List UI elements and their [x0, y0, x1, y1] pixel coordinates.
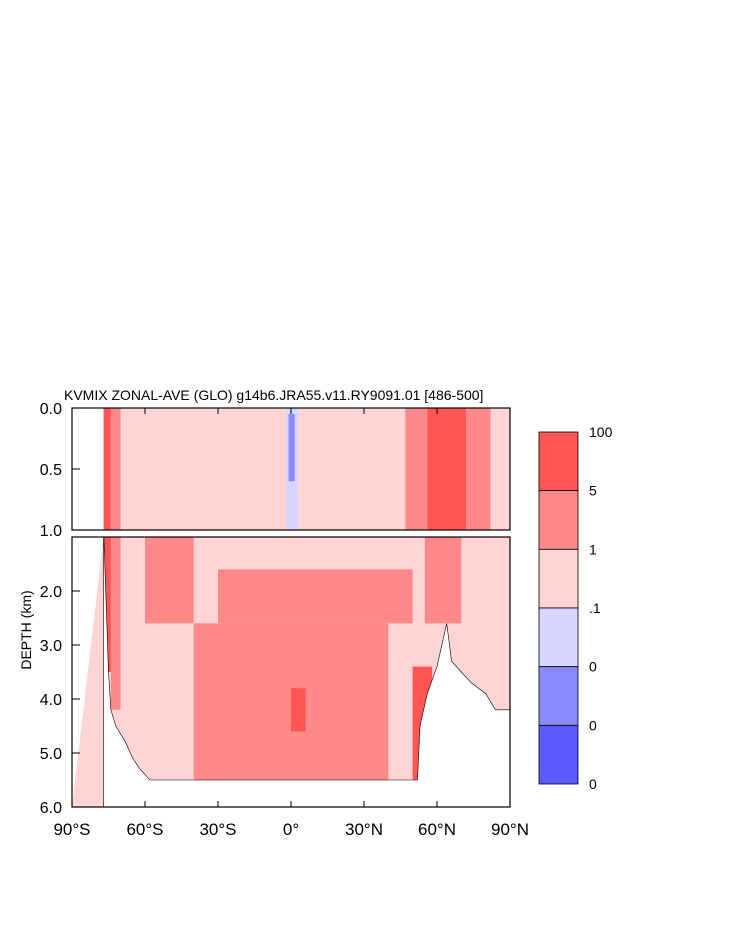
- colorbar-label: 5: [589, 483, 597, 499]
- colorbar-label: 1: [589, 541, 597, 557]
- x-tick-label: 60°S: [126, 820, 163, 839]
- kvmix-band: [288, 414, 295, 482]
- y-tick-label: 4.0: [40, 692, 62, 709]
- colorbar-swatch: [538, 724, 579, 785]
- kvmix-band: [110, 408, 121, 530]
- kvmix-band: [427, 408, 467, 530]
- y-tick-label: 6.0: [40, 800, 62, 817]
- colorbar-swatch: [538, 548, 579, 609]
- colorbar-swatch: [538, 607, 579, 668]
- x-tick-label: 90°N: [491, 820, 529, 839]
- kvmix-band: [424, 537, 462, 624]
- lower-panel: [72, 537, 510, 807]
- kvmix-band: [120, 408, 145, 530]
- y-tick-label: 5.0: [40, 746, 62, 763]
- x-tick-label: 0°: [283, 820, 299, 839]
- kvmix-band: [466, 408, 491, 530]
- seafloor-mask: [72, 537, 510, 807]
- chart-title: KVMIX ZONAL-AVE (GLO) g14b6.JRA55.v11.RY…: [64, 387, 483, 403]
- kvmix-band: [120, 537, 145, 759]
- kvmix-band: [110, 537, 121, 710]
- y-tick-label: 0.0: [40, 401, 62, 418]
- upper-panel: [103, 408, 510, 530]
- colorbar-label: 0: [589, 659, 597, 675]
- x-tick-label: 30°N: [345, 820, 383, 839]
- kvmix-band: [218, 569, 413, 624]
- y-tick-label: 2.0: [40, 584, 62, 601]
- kvmix-band: [291, 688, 306, 732]
- kvmix-band: [103, 408, 111, 530]
- x-tick-label: 60°N: [418, 820, 456, 839]
- y-tick-label: 3.0: [40, 638, 62, 655]
- x-tick-label: 90°S: [53, 820, 90, 839]
- kvmix-band: [145, 537, 194, 624]
- axes: 90°S 60°S 30°S 0° 30°N 60°N 90°N 0.0 0.5 1.0 2.0 3.…: [40, 401, 529, 839]
- y-axis-label: DEPTH (km): [18, 590, 34, 669]
- colorbar-swatch: [538, 490, 579, 550]
- y-tick-label: 0.5: [40, 462, 62, 479]
- colorbar-swatch: [538, 666, 579, 726]
- colorbar: 100 5 1 .1 0 0 0: [538, 424, 613, 792]
- kvmix-band: [405, 408, 428, 530]
- colorbar-label: 0: [589, 776, 597, 792]
- y-tick-label: 1.0: [40, 523, 62, 540]
- colorbar-label: 100: [589, 424, 613, 440]
- colorbar-label: 0: [589, 717, 597, 733]
- colorbar-label: .1: [589, 600, 601, 616]
- kvmix-band: [103, 537, 111, 672]
- colorbar-swatch: [538, 431, 579, 492]
- x-tick-label: 30°S: [199, 820, 236, 839]
